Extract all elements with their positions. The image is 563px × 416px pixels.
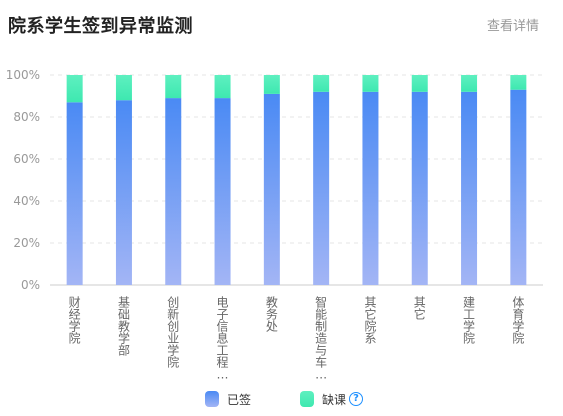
bar-signed-5 (313, 91, 330, 285)
x-tick-label: 教务处 (266, 295, 278, 334)
chart-legend: 已签 缺课 ? (0, 389, 563, 409)
bar-absent-1 (115, 75, 132, 101)
x-tick-label: 基础教学部 (118, 296, 130, 358)
y-tick-label: 100% (6, 68, 40, 82)
help-icon[interactable]: ? (349, 392, 364, 406)
x-tick-label: 财经学院 (69, 296, 81, 346)
y-tick-label: 60% (13, 152, 40, 166)
bar-signed-8 (461, 91, 478, 285)
legend-swatch-signed (205, 391, 219, 407)
stacked-bar-chart: 0% 20% 40% 60% 80% 100% 财经学院 基础教学部 创新创业学院 电子信息工程… (6, 68, 543, 382)
bar-signed-3 (214, 98, 231, 285)
bar-absent-5 (313, 75, 330, 92)
page-title: 院系学生签到异常监测 (8, 16, 193, 37)
x-tick-label: 电子信息工程… (217, 296, 229, 382)
x-tick-label: 体育学院 (512, 296, 524, 346)
grid-lines (50, 74, 543, 286)
x-tick-label: 建工学院 (463, 296, 475, 346)
x-axis: 财经学院 基础教学部 创新创业学院 电子信息工程… 教务处 智能制造与车… 其它院系 其它 建工… (69, 295, 525, 382)
bar-absent-8 (461, 75, 478, 92)
x-tick-label: 智能制造与车… (315, 295, 327, 382)
y-tick-label: 80% (13, 110, 40, 124)
x-tick-label: 创新创业学院 (167, 296, 179, 370)
legend-item-absent[interactable]: 缺课 ? (300, 389, 364, 409)
bar-absent-0 (66, 75, 83, 103)
bar-signed-4 (263, 93, 280, 286)
bar-signed-7 (411, 91, 428, 285)
legend-label-absent: 缺课 (322, 392, 347, 407)
legend-item-signed[interactable]: 已签 (205, 389, 251, 409)
legend-swatch-absent (300, 391, 314, 407)
y-tick-label: 0% (21, 278, 40, 292)
bar-absent-7 (411, 75, 428, 92)
bar-absent-2 (165, 75, 182, 99)
bar-absent-3 (214, 75, 231, 99)
bar-signed-2 (165, 98, 182, 285)
bar-absent-6 (362, 75, 379, 92)
legend-label-signed: 已签 (227, 392, 252, 407)
bar-signed-0 (66, 102, 83, 285)
x-tick-label: 其它院系 (364, 296, 376, 346)
view-details-link[interactable]: 查看详情 (486, 19, 539, 34)
bar-absent-9 (510, 75, 527, 90)
bar-absent-4 (263, 75, 280, 94)
bar-signed-9 (510, 89, 527, 285)
bar-signed-6 (362, 91, 379, 285)
y-tick-label: 40% (13, 194, 40, 208)
bars (66, 75, 527, 286)
x-tick-label: 其它 (414, 296, 426, 322)
bar-signed-1 (115, 100, 132, 285)
y-axis: 0% 20% 40% 60% 80% 100% (6, 68, 40, 292)
y-tick-label: 20% (13, 236, 40, 250)
